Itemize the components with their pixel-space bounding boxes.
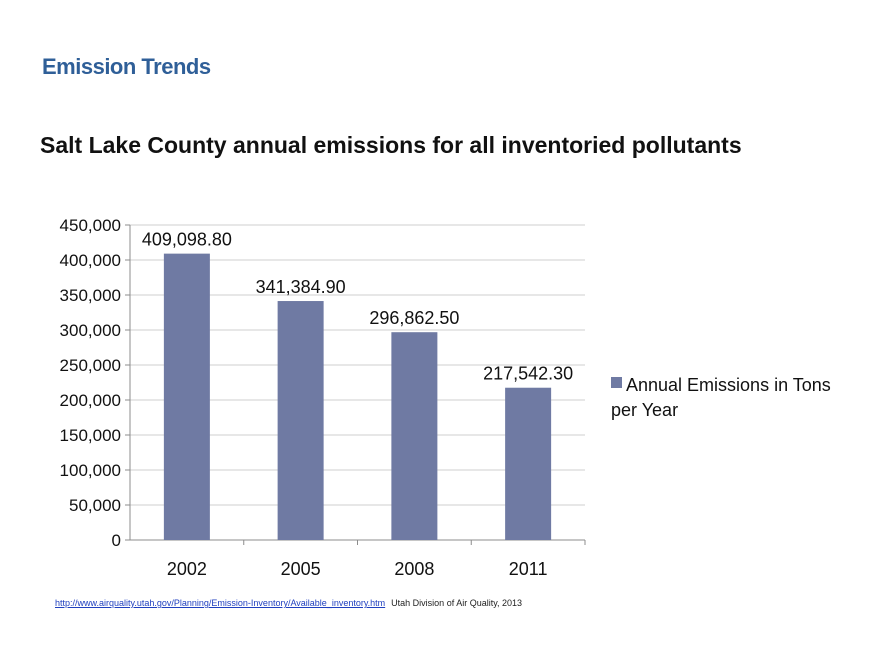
data-label: 409,098.80	[142, 230, 232, 250]
x-tick-label: 2008	[394, 559, 434, 579]
y-tick-label: 150,000	[60, 426, 121, 445]
y-tick-label: 0	[112, 531, 121, 550]
x-tick-label: 2011	[509, 559, 548, 579]
data-label: 341,384.90	[256, 277, 346, 297]
bar	[505, 387, 552, 540]
y-tick-label: 100,000	[60, 461, 121, 480]
y-tick-label: 400,000	[60, 251, 121, 270]
legend-label: Annual Emissions in Tons	[626, 375, 831, 395]
legend-swatch	[611, 377, 622, 388]
y-tick-label: 350,000	[60, 286, 121, 305]
bar-chart: 0 50,000 100,000 150,000 200,000 250,000 300,0…	[60, 216, 831, 579]
x-tick-label: 2002	[167, 559, 207, 579]
y-tick-label: 50,000	[69, 496, 121, 515]
x-tick-label: 2005	[281, 559, 321, 579]
slide-heading: Emission Trends	[42, 54, 211, 79]
source-link[interactable]: http://www.airquality.utah.gov/Planning/…	[55, 598, 386, 608]
legend-label: per Year	[611, 400, 678, 420]
y-tick-label: 450,000	[60, 216, 121, 235]
data-label: 217,542.30	[483, 364, 573, 384]
y-tick-label: 300,000	[60, 321, 121, 340]
y-tick-label: 250,000	[60, 356, 121, 375]
y-tick-label: 200,000	[60, 391, 121, 410]
footer: http://www.airquality.utah.gov/Planning/…	[55, 598, 522, 608]
bar	[391, 332, 438, 540]
chart-title: Salt Lake County annual emissions for al…	[40, 132, 742, 158]
bar	[277, 301, 324, 540]
bar	[163, 253, 210, 540]
source-credit: Utah Division of Air Quality, 2013	[391, 598, 523, 608]
data-label: 296,862.50	[369, 308, 459, 328]
